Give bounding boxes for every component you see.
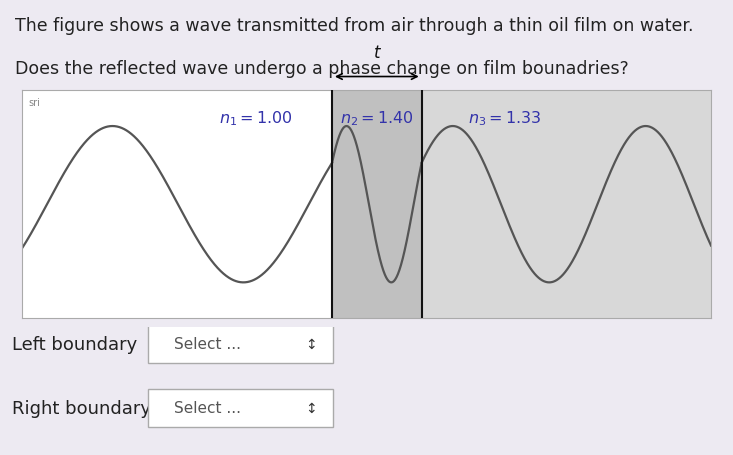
- Bar: [421, 91, 711, 318]
- FancyBboxPatch shape: [148, 325, 333, 363]
- Text: Left boundary: Left boundary: [12, 335, 137, 353]
- Text: Does the reflected wave undergo a phase change on film bounadries?: Does the reflected wave undergo a phase …: [15, 60, 628, 78]
- Text: $n_3 = 1.33$: $n_3 = 1.33$: [468, 109, 541, 127]
- Text: Right boundary: Right boundary: [12, 399, 151, 417]
- Text: ↕: ↕: [305, 337, 317, 351]
- Text: Select ...: Select ...: [174, 337, 241, 352]
- Text: t: t: [374, 44, 380, 61]
- Bar: [332, 91, 421, 318]
- Text: ↕: ↕: [305, 401, 317, 415]
- Text: $n_1 = 1.00$: $n_1 = 1.00$: [219, 109, 293, 127]
- FancyBboxPatch shape: [148, 389, 333, 427]
- Text: The figure shows a wave transmitted from air through a thin oil film on water.: The figure shows a wave transmitted from…: [15, 17, 693, 35]
- Text: sri: sri: [29, 98, 41, 108]
- Text: $n_2 = 1.40$: $n_2 = 1.40$: [340, 109, 413, 127]
- Text: Select ...: Select ...: [174, 400, 241, 415]
